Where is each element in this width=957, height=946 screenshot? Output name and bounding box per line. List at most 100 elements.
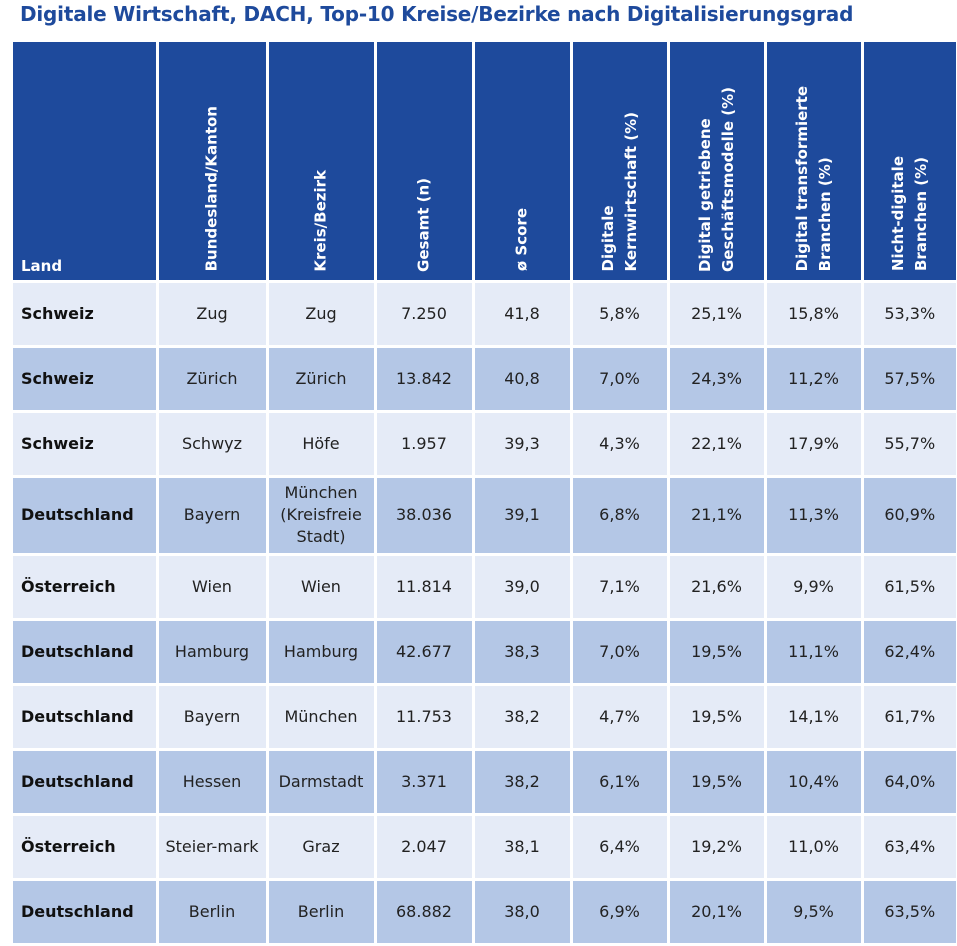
- page-title: Digitale Wirtschaft, DACH, Top-10 Kreise…: [20, 2, 854, 26]
- cell-score: 38,2: [471, 684, 573, 751]
- cell-geschaeftsmodelle: 21,1%: [666, 476, 767, 556]
- cell-geschaeftsmodelle: 21,6%: [666, 554, 767, 621]
- cell-transformierte: 9,5%: [763, 879, 864, 946]
- cell-bundesland: Zürich: [155, 346, 269, 413]
- cell-gesamt: 7.250: [373, 281, 475, 348]
- cell-transformierte: 10,4%: [763, 749, 864, 816]
- cell-geschaeftsmodelle: 19,5%: [666, 619, 767, 686]
- column-header-geschaeftsmodelle: Digital getriebene Geschäftsmodelle (%): [666, 42, 767, 283]
- cell-nicht-digital: 53,3%: [860, 281, 956, 348]
- cell-nicht-digital: 62,4%: [860, 619, 956, 686]
- cell-geschaeftsmodelle: 22,1%: [666, 411, 767, 478]
- cell-land: Schweiz: [13, 411, 159, 478]
- cell-bundesland: Wien: [155, 554, 269, 621]
- cell-land: Deutschland: [13, 619, 159, 686]
- cell-land: Deutschland: [13, 684, 159, 751]
- column-header-gesamt: Gesamt (n): [373, 42, 475, 283]
- table-row: Österreich Steier-mark Graz 2.047 38,1 6…: [13, 814, 956, 881]
- cell-kernwirtschaft: 4,7%: [569, 684, 670, 751]
- header-row: Land Bundesland/Kanton Kreis/Bezirk Gesa…: [13, 42, 956, 283]
- table-row: Österreich Wien Wien 11.814 39,0 7,1% 21…: [13, 554, 956, 621]
- cell-transformierte: 15,8%: [763, 281, 864, 348]
- cell-kernwirtschaft: 7,0%: [569, 619, 670, 686]
- cell-nicht-digital: 57,5%: [860, 346, 956, 413]
- cell-land: Deutschland: [13, 879, 159, 946]
- table-row: Deutschland Bayern München 11.753 38,2 4…: [13, 684, 956, 751]
- cell-gesamt: 2.047: [373, 814, 475, 881]
- cell-kernwirtschaft: 7,0%: [569, 346, 670, 413]
- cell-transformierte: 11,0%: [763, 814, 864, 881]
- cell-gesamt: 11.814: [373, 554, 475, 621]
- cell-score: 38,0: [471, 879, 573, 946]
- cell-transformierte: 14,1%: [763, 684, 864, 751]
- cell-nicht-digital: 60,9%: [860, 476, 956, 556]
- cell-kreis: Berlin: [265, 879, 377, 946]
- cell-transformierte: 11,2%: [763, 346, 864, 413]
- table-row: Deutschland Hessen Darmstadt 3.371 38,2 …: [13, 749, 956, 816]
- data-table: Land Bundesland/Kanton Kreis/Bezirk Gesa…: [13, 42, 956, 946]
- cell-kernwirtschaft: 5,8%: [569, 281, 670, 348]
- cell-land: Deutschland: [13, 749, 159, 816]
- cell-geschaeftsmodelle: 25,1%: [666, 281, 767, 348]
- cell-score: 38,1: [471, 814, 573, 881]
- table-row: Schweiz Zürich Zürich 13.842 40,8 7,0% 2…: [13, 346, 956, 413]
- cell-bundesland: Hessen: [155, 749, 269, 816]
- column-header-nicht-digitale-branchen: Nicht-digitale Branchen (%): [860, 42, 956, 283]
- cell-kernwirtschaft: 6,1%: [569, 749, 670, 816]
- cell-land: Österreich: [13, 814, 159, 881]
- table-row: Deutschland Berlin Berlin 68.882 38,0 6,…: [13, 879, 956, 946]
- cell-nicht-digital: 61,7%: [860, 684, 956, 751]
- table-row: Schweiz Zug Zug 7.250 41,8 5,8% 25,1% 15…: [13, 281, 956, 348]
- cell-score: 41,8: [471, 281, 573, 348]
- column-header-score: ø Score: [471, 42, 573, 283]
- cell-gesamt: 3.371: [373, 749, 475, 816]
- cell-score: 38,2: [471, 749, 573, 816]
- cell-geschaeftsmodelle: 19,5%: [666, 684, 767, 751]
- cell-kreis: Höfe: [265, 411, 377, 478]
- cell-bundesland: Berlin: [155, 879, 269, 946]
- cell-transformierte: 11,1%: [763, 619, 864, 686]
- column-header-land: Land: [13, 42, 159, 283]
- cell-bundesland: Bayern: [155, 476, 269, 556]
- cell-transformierte: 9,9%: [763, 554, 864, 621]
- cell-score: 40,8: [471, 346, 573, 413]
- cell-transformierte: 17,9%: [763, 411, 864, 478]
- cell-land: Österreich: [13, 554, 159, 621]
- cell-geschaeftsmodelle: 19,2%: [666, 814, 767, 881]
- cell-kreis: München: [265, 684, 377, 751]
- cell-land: Schweiz: [13, 346, 159, 413]
- cell-nicht-digital: 55,7%: [860, 411, 956, 478]
- cell-kernwirtschaft: 6,8%: [569, 476, 670, 556]
- cell-kreis: Zürich: [265, 346, 377, 413]
- cell-geschaeftsmodelle: 19,5%: [666, 749, 767, 816]
- cell-gesamt: 68.882: [373, 879, 475, 946]
- cell-gesamt: 38.036: [373, 476, 475, 556]
- column-header-transformierte-branchen: Digital transformierte Branchen (%): [763, 42, 864, 283]
- table-row: Deutschland Hamburg Hamburg 42.677 38,3 …: [13, 619, 956, 686]
- column-header-bundesland: Bundesland/Kanton: [155, 42, 269, 283]
- cell-land: Deutschland: [13, 476, 159, 556]
- cell-geschaeftsmodelle: 20,1%: [666, 879, 767, 946]
- cell-gesamt: 11.753: [373, 684, 475, 751]
- cell-gesamt: 42.677: [373, 619, 475, 686]
- cell-geschaeftsmodelle: 24,3%: [666, 346, 767, 413]
- cell-kernwirtschaft: 7,1%: [569, 554, 670, 621]
- cell-kernwirtschaft: 4,3%: [569, 411, 670, 478]
- cell-score: 39,3: [471, 411, 573, 478]
- cell-kreis: München (Kreisfreie Stadt): [265, 476, 377, 556]
- table-row: Schweiz Schwyz Höfe 1.957 39,3 4,3% 22,1…: [13, 411, 956, 478]
- cell-kreis: Hamburg: [265, 619, 377, 686]
- cell-nicht-digital: 63,5%: [860, 879, 956, 946]
- cell-bundesland: Steier-mark: [155, 814, 269, 881]
- cell-kreis: Graz: [265, 814, 377, 881]
- cell-gesamt: 13.842: [373, 346, 475, 413]
- cell-transformierte: 11,3%: [763, 476, 864, 556]
- cell-kernwirtschaft: 6,4%: [569, 814, 670, 881]
- cell-nicht-digital: 64,0%: [860, 749, 956, 816]
- cell-kreis: Darmstadt: [265, 749, 377, 816]
- cell-score: 39,0: [471, 554, 573, 621]
- cell-kreis: Zug: [265, 281, 377, 348]
- cell-bundesland: Zug: [155, 281, 269, 348]
- column-header-kernwirtschaft: Digitale Kernwirtschaft (%): [569, 42, 670, 283]
- cell-nicht-digital: 63,4%: [860, 814, 956, 881]
